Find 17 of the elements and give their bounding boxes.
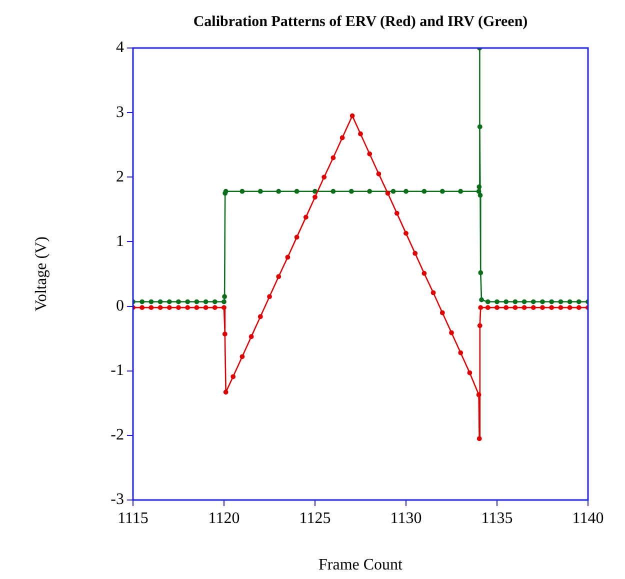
- y-tick-label: -1: [110, 362, 124, 380]
- x-tick-label: 1125: [299, 510, 331, 527]
- x-tick-label: 1135: [481, 510, 513, 527]
- y-tick-label: 3: [116, 104, 124, 121]
- y-tick-label: 0: [116, 297, 124, 314]
- y-tick-label: 2: [116, 168, 124, 186]
- chart-title: Calibration Patterns of ERV (Red) and IRV (Green): [193, 14, 528, 30]
- y-tick-label: 1: [116, 232, 124, 250]
- x-tick-label: 1140: [572, 510, 604, 527]
- y-tick-label: -2: [110, 426, 124, 444]
- y-tick-label: 4: [116, 39, 124, 56]
- x-axis-title: Frame Count: [318, 556, 404, 574]
- x-tick-label: 1120: [208, 510, 240, 527]
- y-tick-label: -3: [110, 491, 124, 508]
- x-tick-label: 1115: [118, 510, 148, 527]
- y-axis-title: Voltage (V): [32, 236, 50, 312]
- x-tick-label: 1130: [390, 510, 422, 527]
